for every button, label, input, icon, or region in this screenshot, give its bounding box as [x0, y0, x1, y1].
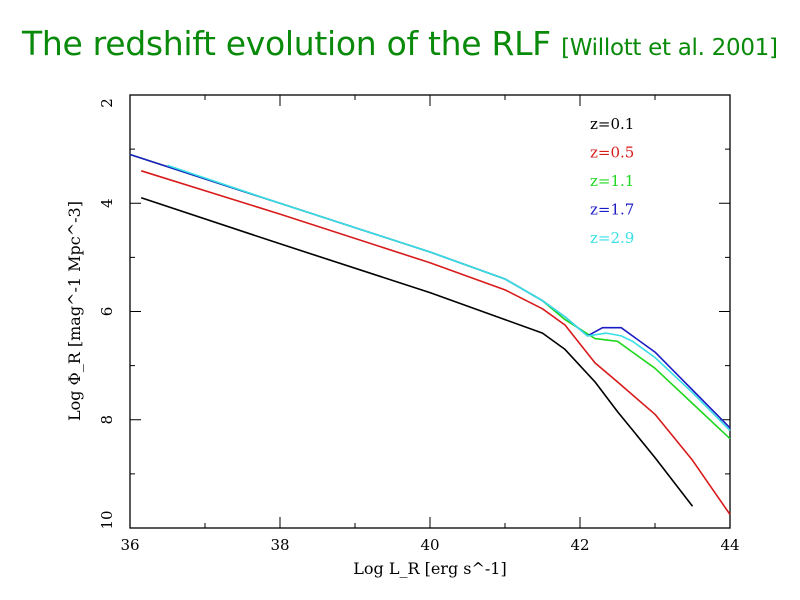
slide-title: The redshift evolution of the RLF [Willo…	[22, 24, 778, 63]
legend-entry: z=0.1	[590, 115, 634, 133]
x-tick-label: 42	[570, 536, 589, 554]
y-tick-label: 4	[98, 198, 116, 208]
title-text: The redshift evolution of the RLF	[22, 24, 551, 63]
legend-entry: z=1.1	[590, 172, 634, 190]
citation-text: [Willott et al. 2001]	[561, 35, 778, 61]
x-axis-label: Log L_R [erg s^-1]	[353, 559, 506, 578]
legend-entry: z=1.7	[590, 201, 634, 219]
legend-entry: z=2.9	[590, 229, 634, 247]
series-line	[140, 170, 731, 515]
y-tick-label: 2	[98, 98, 116, 108]
plot-frame	[129, 94, 731, 529]
x-tick-label: 38	[270, 536, 289, 554]
y-axis-label: Log Φ_R [mag^-1 Mpc^-3]	[65, 201, 84, 421]
y-tick-label: 6	[98, 307, 116, 317]
x-tick-label: 40	[420, 536, 439, 554]
y-tick-label: 8	[98, 415, 116, 425]
x-tick-label: 44	[720, 536, 739, 554]
series-line	[140, 197, 694, 507]
series-line	[129, 153, 731, 440]
legend-entry: z=0.5	[590, 144, 634, 162]
x-tick-label: 36	[120, 536, 139, 554]
y-tick-label: 10	[98, 510, 116, 529]
series-line	[167, 164, 731, 432]
